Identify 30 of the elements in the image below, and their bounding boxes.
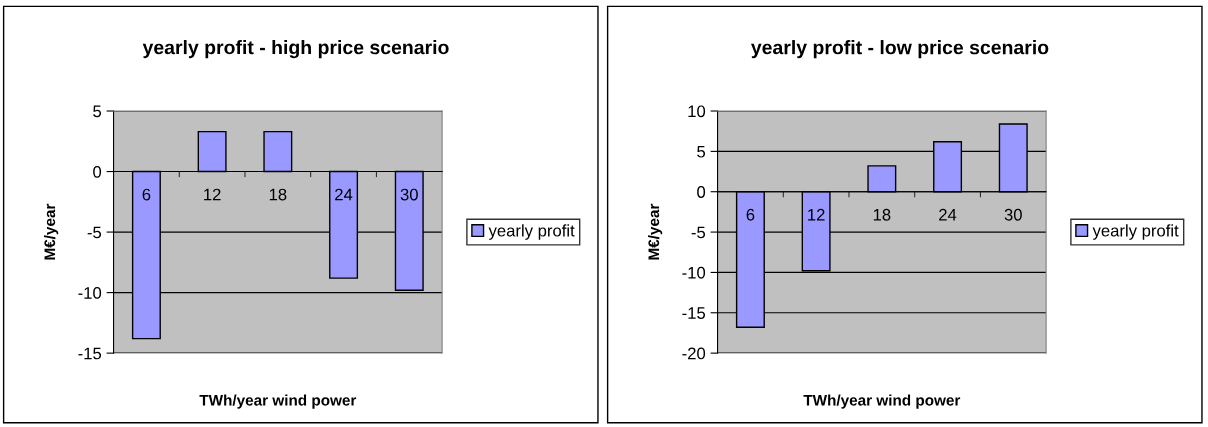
x-tick-label: 12: [204, 188, 221, 201]
y-tick-label: 5: [697, 145, 706, 158]
y-tick-label: 0: [93, 165, 102, 178]
chart-title: yearly profit - high price scenario: [142, 40, 449, 59]
y-tick-label: 0: [697, 186, 706, 198]
y-tick-label: -10: [78, 287, 102, 299]
chart-title: yearly profit - low price scenario: [751, 40, 1049, 59]
x-tick-label: 18: [269, 188, 287, 201]
x-tick-label: 30: [1004, 208, 1022, 221]
x-tick-label: 12: [808, 208, 825, 221]
y-tick-label: -15: [682, 307, 706, 319]
legend-label: yearly profit: [1092, 224, 1179, 240]
x-tick-label: 18: [873, 208, 891, 221]
x-tick-label: 6: [746, 208, 755, 221]
y-tick-label: -5: [87, 226, 102, 239]
y-axis-title: M€/year: [647, 203, 663, 260]
y-tick-label: 5: [93, 105, 102, 118]
y-tick-label: -10: [682, 266, 706, 279]
y-tick-label: -20: [682, 347, 706, 360]
y-axis-title: M€/year: [43, 203, 59, 260]
x-tick-label: 24: [939, 208, 957, 221]
x-tick-label: 6: [142, 188, 151, 201]
y-tick-label: 10: [688, 105, 706, 118]
x-tick-label: 24: [335, 188, 353, 201]
legend-label: yearly profit: [488, 224, 575, 240]
x-tick-label: 30: [400, 188, 418, 201]
y-tick-label: -15: [78, 347, 102, 360]
x-axis-title: TWh/year wind power: [199, 394, 357, 409]
x-axis-title: TWh/year wind power: [803, 394, 961, 409]
y-tick-label: -5: [691, 226, 706, 239]
